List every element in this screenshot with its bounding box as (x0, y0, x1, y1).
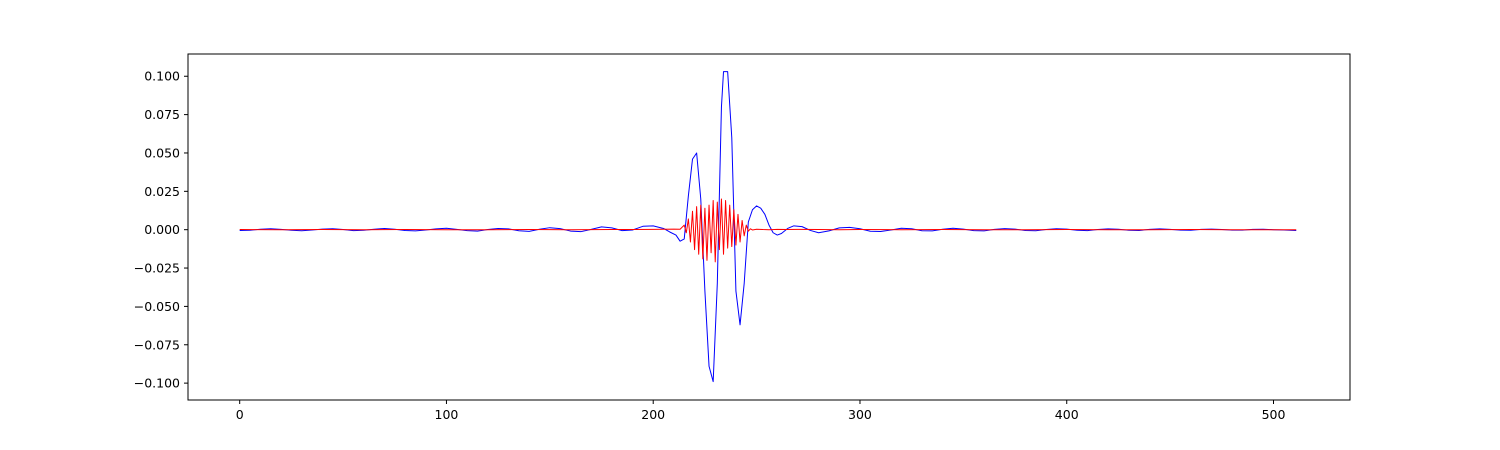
x-tick-label: 100 (435, 407, 459, 422)
y-tick-label: −0.025 (134, 261, 180, 276)
y-tick-label: 0.100 (144, 69, 180, 84)
x-tick-label: 300 (848, 407, 872, 422)
plot-frame (187, 53, 1351, 401)
x-tick-label: 500 (1262, 407, 1286, 422)
y-tick-label: −0.100 (134, 376, 180, 391)
y-tick-label: 0.025 (144, 184, 180, 199)
x-tick-label: 400 (1055, 407, 1079, 422)
x-axis: 0 100 200 300 400 500 (236, 400, 1286, 422)
series-layer (239, 71, 1297, 383)
series-line-1 (239, 71, 1297, 383)
y-axis: −0.100 −0.075 −0.050 −0.025 0.000 0.025 0.050 0… (134, 69, 188, 391)
y-tick-label: −0.075 (134, 337, 180, 352)
y-tick-label: 0.000 (144, 222, 180, 237)
y-tick-label: 0.075 (144, 107, 180, 122)
y-tick-label: −0.050 (134, 299, 180, 314)
x-tick-label: 200 (641, 407, 665, 422)
y-tick-label: 0.050 (144, 145, 180, 160)
x-tick-label: 0 (236, 407, 244, 422)
series-line-2 (239, 198, 1297, 263)
